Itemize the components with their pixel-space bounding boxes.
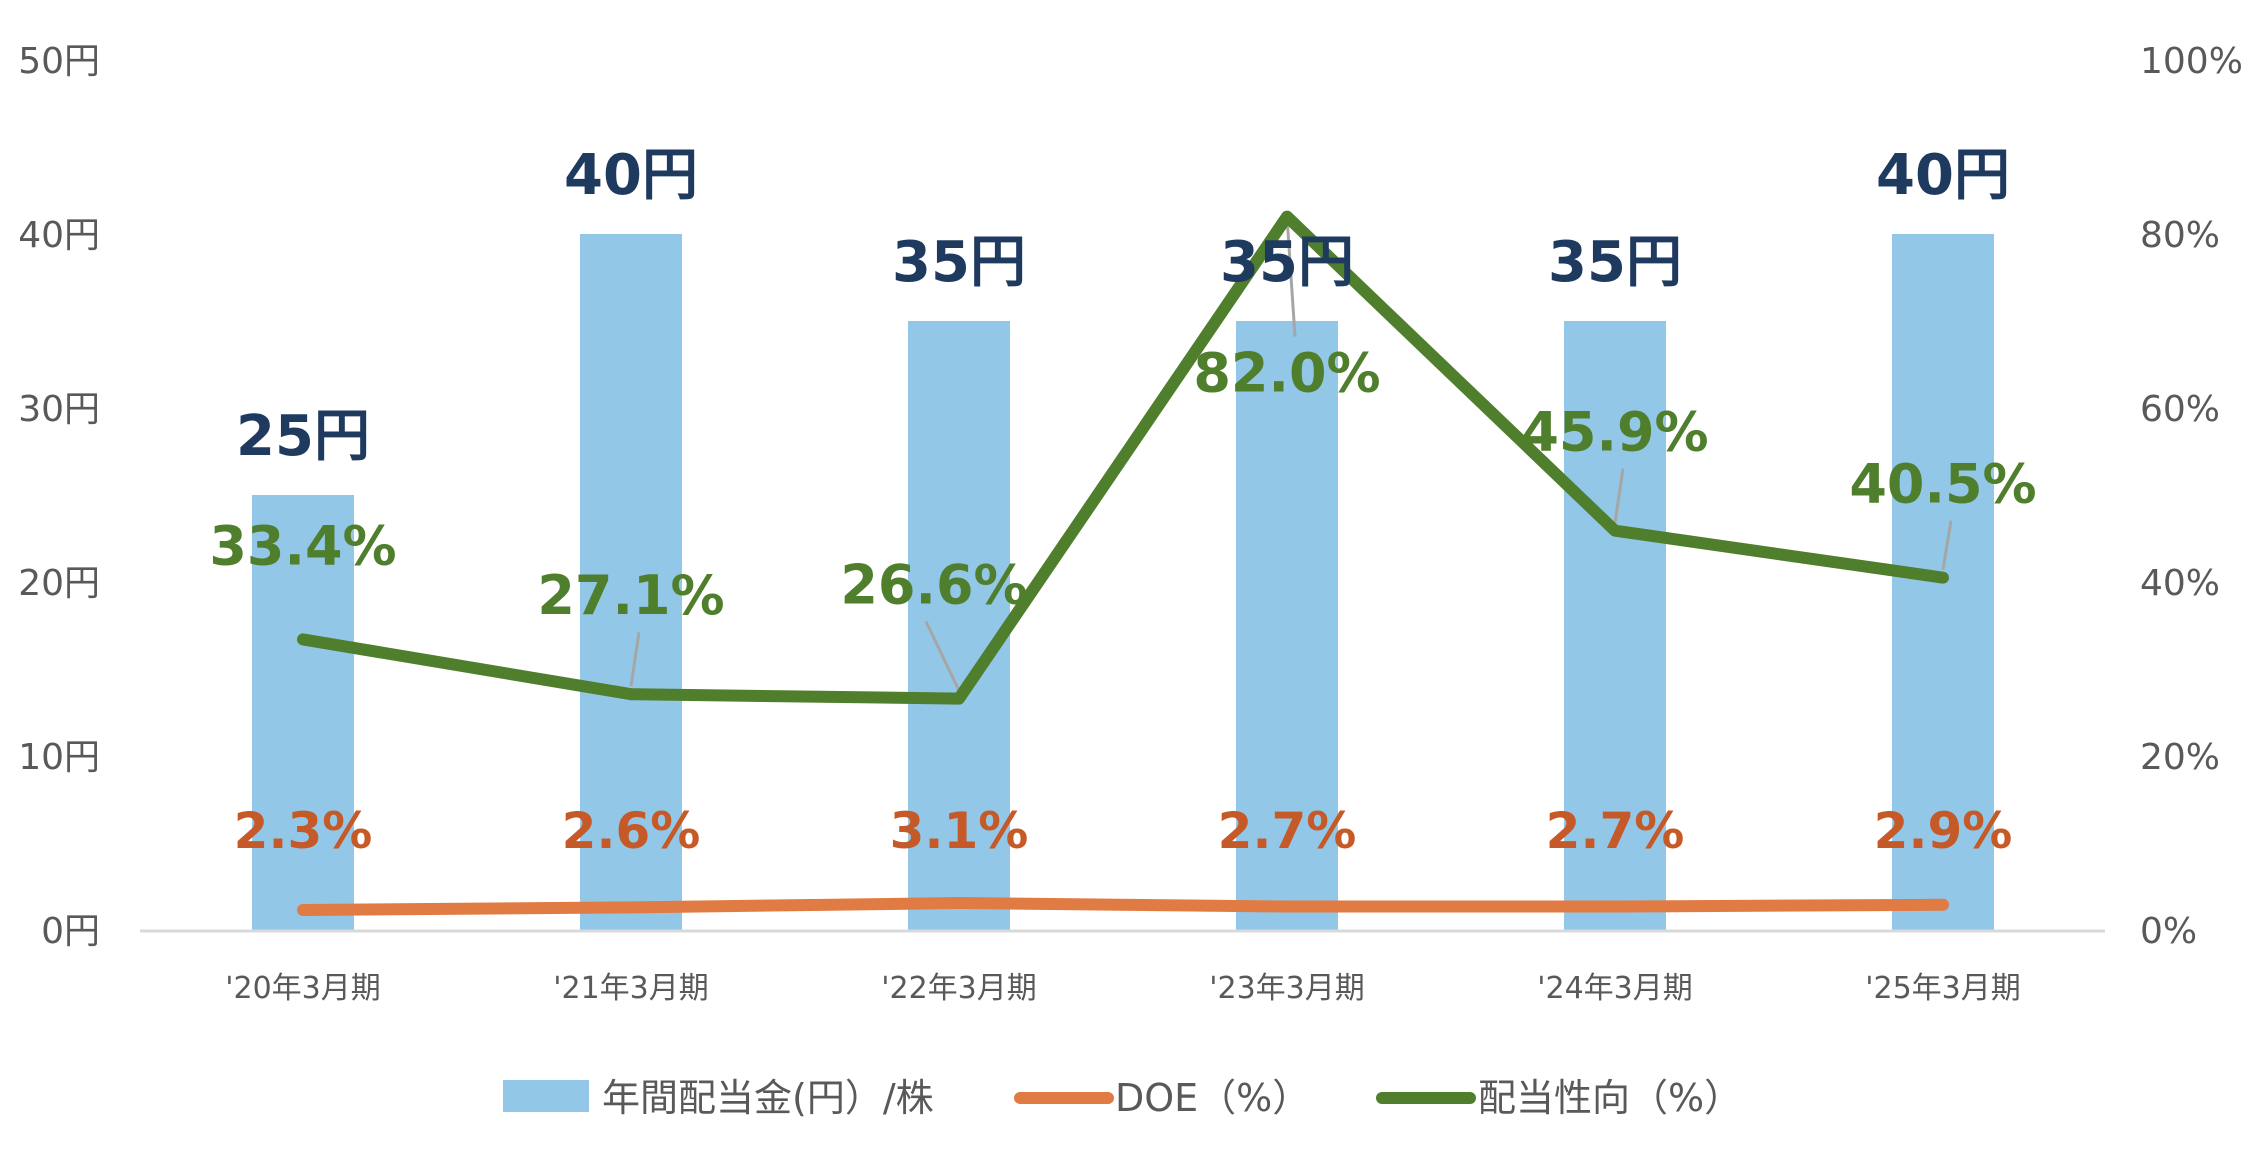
category-label: '23年3月期 xyxy=(1209,971,1365,1006)
left-axis-ticks: 0円 10円 20円 30円 40円 50円 xyxy=(18,41,100,952)
left-axis-tick-label: 50円 xyxy=(18,41,100,82)
right-axis-tick-label: 40% xyxy=(2140,563,2220,604)
category-labels: '20年3月期 '21年3月期 '22年3月期 '23年3月期 '24年3月期 '25年3… xyxy=(225,971,2021,1006)
category-label: '21年3月期 xyxy=(553,971,709,1006)
left-axis-tick-label: 10円 xyxy=(18,737,100,778)
left-axis-tick-label: 40円 xyxy=(18,215,100,256)
leader-line xyxy=(924,620,961,692)
payout-ratio-value-label: 27.1% xyxy=(537,564,724,627)
doe-value-label: 2.3% xyxy=(234,802,373,860)
doe-value-label: 2.6% xyxy=(562,802,701,860)
doe-point xyxy=(958,902,960,905)
right-axis-tick-label: 80% xyxy=(2140,215,2220,256)
left-axis-tick-label: 30円 xyxy=(18,389,100,430)
payout-ratio-value-label: 40.5% xyxy=(1849,453,2036,516)
dividend-value-label: 40円 xyxy=(1876,143,2010,208)
payout-ratio-point xyxy=(630,693,632,696)
doe-value-label: 3.1% xyxy=(890,802,1029,860)
doe-point xyxy=(302,908,304,911)
payout-ratio-value-label: 33.4% xyxy=(209,514,396,577)
category-label: '24年3月期 xyxy=(1537,971,1693,1006)
dividend-value-label: 40円 xyxy=(564,143,698,208)
right-axis-ticks: 0% 20% 40% 60% 80% 100% xyxy=(2140,41,2243,952)
right-axis-tick-label: 20% xyxy=(2140,737,2220,778)
right-axis-tick-label: 0% xyxy=(2140,911,2197,952)
dividend-value-label: 35円 xyxy=(1220,230,1354,295)
leader-line xyxy=(629,632,641,687)
dividend-bar xyxy=(252,495,354,930)
right-axis-tick-label: 60% xyxy=(2140,389,2220,430)
legend-swatch-dividend xyxy=(503,1080,589,1112)
dividend-bar xyxy=(580,234,682,930)
doe-line xyxy=(297,897,1949,916)
payout-ratio-value-label: 26.6% xyxy=(840,554,1027,617)
doe-value-label: 2.9% xyxy=(1874,802,2013,860)
legend-label-doe: DOE（%） xyxy=(1115,1076,1310,1120)
dividend-value-label: 35円 xyxy=(1548,230,1682,295)
doe-point xyxy=(1614,905,1616,908)
leader-line xyxy=(1941,520,1953,570)
dividend-bar xyxy=(1564,321,1666,930)
doe-point xyxy=(1942,903,1944,906)
payout-ratio-point xyxy=(302,638,304,641)
dividend-bar xyxy=(908,321,1010,930)
payout-ratio-point xyxy=(1286,215,1288,218)
payout-ratio-point xyxy=(958,697,960,700)
payout-ratio-line xyxy=(297,210,1949,705)
leader-line xyxy=(1613,468,1625,523)
doe-point xyxy=(1286,905,1288,908)
dividend-value-label: 25円 xyxy=(236,404,370,469)
bar-series xyxy=(252,234,1994,930)
leader-line xyxy=(1285,216,1297,337)
left-axis-tick-label: 0円 xyxy=(41,911,100,952)
dividend-bar xyxy=(1236,321,1338,930)
legend-label-dividend: 年間配当金(円）/株 xyxy=(602,1076,934,1120)
payout-ratio-point xyxy=(1614,529,1616,532)
leader-lines xyxy=(629,216,1953,692)
category-label: '22年3月期 xyxy=(881,971,1037,1006)
doe-value-label: 2.7% xyxy=(1218,802,1357,860)
data-labels: 25円 40円 35円 35円 35円 40円 2.3% 2.6% 3.1% 2.7% 2.7% 2.… xyxy=(209,143,2036,860)
payout-ratio-value-label: 82.0% xyxy=(1193,342,1380,405)
payout-ratio-point xyxy=(1942,576,1944,579)
left-axis-tick-label: 20円 xyxy=(18,563,100,604)
category-label: '25年3月期 xyxy=(1865,971,2021,1006)
payout-ratio-value-label: 45.9% xyxy=(1521,401,1708,464)
doe-point xyxy=(630,906,632,909)
dividend-value-label: 35円 xyxy=(892,230,1026,295)
category-label: '20年3月期 xyxy=(225,971,381,1006)
legend-label-payout-ratio: 配当性向（%） xyxy=(1478,1076,1742,1120)
doe-value-label: 2.7% xyxy=(1546,802,1685,860)
right-axis-tick-label: 100% xyxy=(2140,41,2243,82)
legend: 年間配当金(円）/株 DOE（%） 配当性向（%） xyxy=(503,1076,1742,1120)
line-series xyxy=(297,210,1949,916)
